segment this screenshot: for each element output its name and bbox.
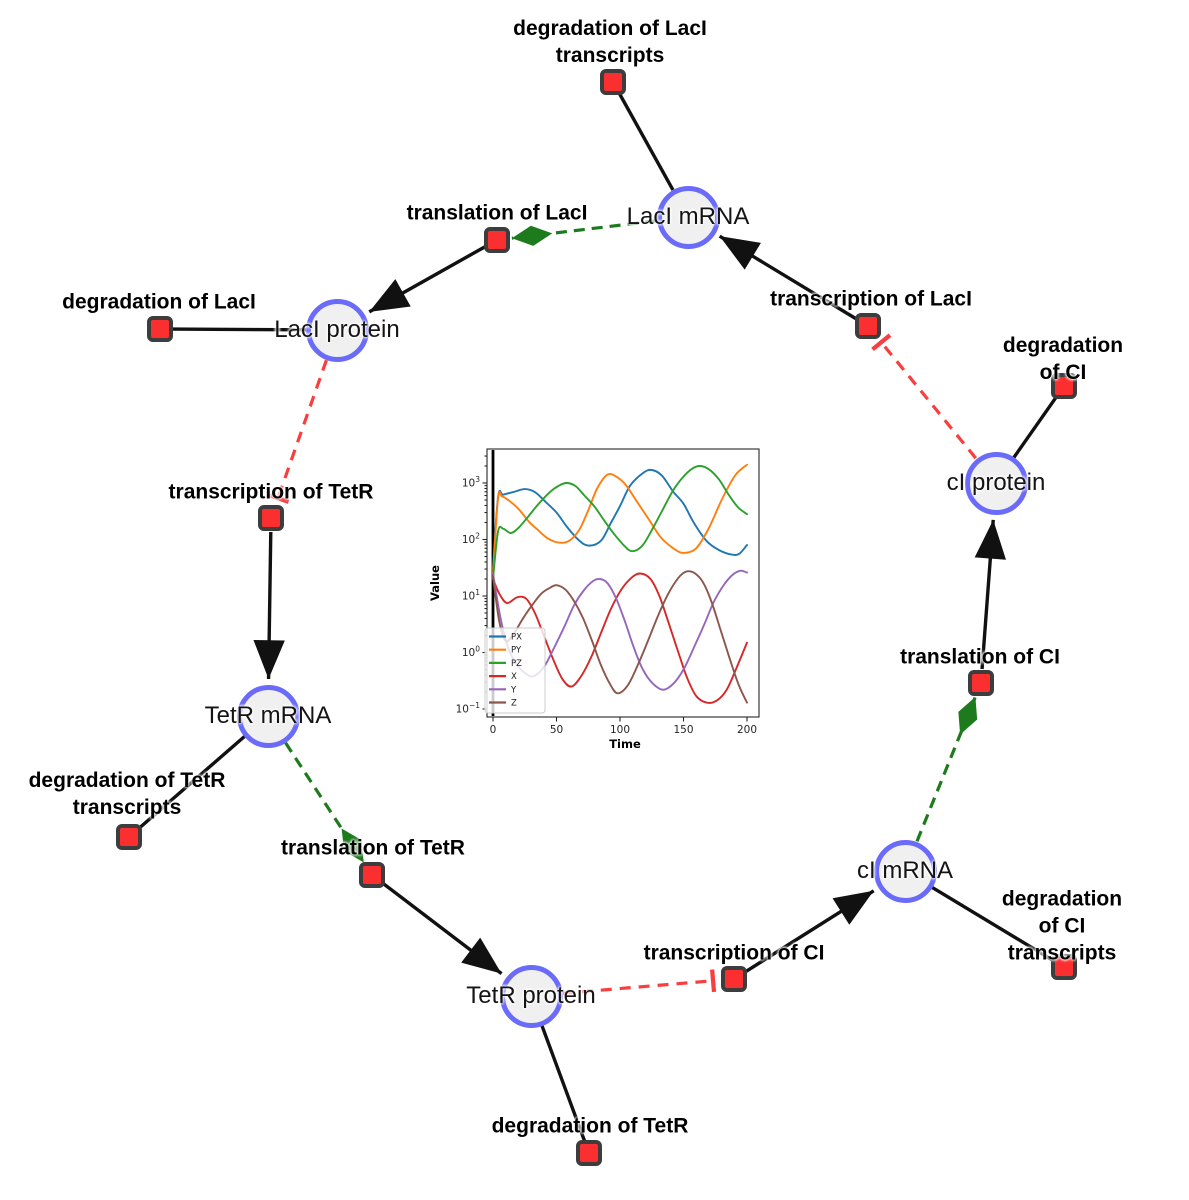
reaction-node-transl_laci[interactable]	[484, 227, 510, 253]
reaction-node-deg_laci_tx[interactable]	[600, 69, 626, 95]
series-curve-PY	[492, 463, 748, 575]
reaction-node-transl_tetr[interactable]	[359, 862, 385, 888]
reaction-node-deg_ci[interactable]	[1051, 373, 1077, 399]
species-node-laci_mrna[interactable]	[656, 185, 720, 249]
edge-product-transl_tetr-to-tetr_protein	[382, 882, 503, 975]
edge-reactant-laci_mrna-to-deg_laci_tx	[617, 91, 675, 191]
y-tick-label: 101	[462, 588, 480, 603]
species-node-ci_protein[interactable]	[964, 451, 1028, 515]
reaction-node-tx_tetr[interactable]	[258, 505, 284, 531]
x-tick-label: 50	[550, 724, 563, 736]
x-tick-label: 150	[673, 724, 693, 736]
edge-product-tx_tetr-to-tetr_mrna	[253, 531, 285, 680]
edge-reactant-tetr_protein-to-deg_tetr	[540, 1024, 587, 1143]
inset-timecourse-chart: 103 102 101 100 10−1 0 50 100 150 200 Time Value PX P…	[428, 430, 776, 760]
species-node-tetr_protein[interactable]	[499, 964, 563, 1028]
edge-reactant-ci_protein-to-deg_ci	[1012, 394, 1059, 459]
series-curve-PX	[492, 468, 748, 570]
species-node-ci_mrna[interactable]	[873, 839, 937, 903]
legend-entry-PY: PY	[511, 646, 522, 656]
legend-entry-PZ: PZ	[511, 659, 522, 669]
edge-inhibitor-ci_protein-to-tx_laci	[871, 333, 978, 460]
edge-reactant-laci_protein-to-deg_laci	[171, 327, 307, 332]
reaction-node-tx_laci[interactable]	[855, 313, 881, 339]
edge-product-transl_ci-to-ci_protein	[974, 519, 1006, 670]
reaction-node-deg_ci_tx[interactable]	[1051, 954, 1077, 980]
series-curve-Z	[492, 570, 748, 704]
reaction-node-deg_tetr[interactable]	[576, 1140, 602, 1166]
y-tick-label: 10−1	[456, 701, 481, 716]
legend-entry-X: X	[511, 672, 517, 682]
x-tick-label: 100	[610, 724, 630, 736]
edge-product-transl_laci-to-laci_protein	[368, 245, 486, 314]
reaction-node-deg_tetr_tx[interactable]	[116, 824, 142, 850]
legend-entry-Y: Y	[510, 685, 517, 695]
y-tick-label: 103	[462, 475, 480, 490]
edge-modifier-tetr_mrna-to-transl_tetr	[284, 741, 366, 864]
chart-axes-frame	[486, 448, 760, 718]
edge-inhibitor-tetr_protein-to-tx_ci	[562, 969, 717, 995]
y-tick-label: 102	[462, 532, 480, 547]
x-tick-label: 0	[490, 724, 497, 736]
legend-entry-PX: PX	[511, 633, 522, 643]
edge-product-tx_ci-to-ci_mrna	[744, 889, 875, 973]
edge-modifier-ci_mrna-to-transl_ci	[915, 696, 978, 842]
series-curve-PZ	[492, 465, 748, 580]
x-axis-title: Time	[609, 737, 641, 751]
reaction-node-tx_ci[interactable]	[721, 966, 747, 992]
edge-modifier-laci_mrna-to-transl_laci	[511, 219, 657, 246]
edge-reactant-ci_mrna-to-deg_ci_tx	[930, 885, 1055, 963]
edge-reactant-tetr_mrna-to-deg_tetr_tx	[136, 735, 246, 831]
x-tick-label: 200	[737, 724, 757, 736]
y-axis-title: Value	[428, 565, 442, 601]
legend-entry-Z: Z	[511, 699, 517, 709]
edge-product-tx_laci-to-laci_mrna	[718, 234, 857, 321]
species-node-tetr_mrna[interactable]	[236, 684, 300, 748]
chart-legend: PX PY PZ XYZ	[484, 627, 546, 714]
reaction-node-deg_laci[interactable]	[147, 316, 173, 342]
edge-inhibitor-laci_protein-to-tx_tetr	[266, 359, 328, 504]
species-node-laci_protein[interactable]	[305, 298, 369, 362]
y-tick-label: 100	[462, 645, 480, 660]
reaction-node-transl_ci[interactable]	[968, 670, 994, 696]
